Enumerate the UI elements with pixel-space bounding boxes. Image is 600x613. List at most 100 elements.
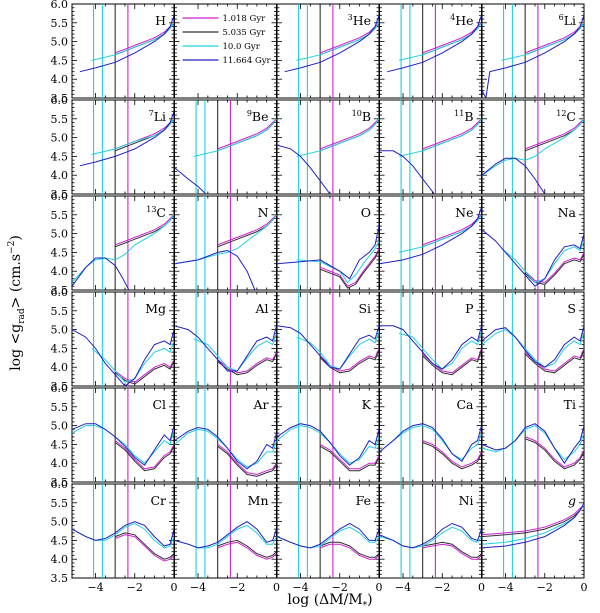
y-tick-label: 5.0 <box>51 36 69 49</box>
panel-label: Cl <box>152 397 166 412</box>
series-line <box>379 150 435 194</box>
panel-label: Fe <box>356 493 371 508</box>
series-line <box>422 350 482 376</box>
panel-label-isotope: 11 <box>454 109 464 118</box>
series-line <box>398 22 482 61</box>
panel-frame <box>481 483 585 579</box>
series-line <box>114 359 174 383</box>
panel-label: 11B <box>454 109 473 124</box>
panel-label-element: C <box>566 109 576 124</box>
series-line <box>217 444 277 476</box>
x-tick-label: 0 <box>376 581 383 594</box>
series-line <box>72 425 174 464</box>
series-line <box>277 425 379 464</box>
panel-13: Ne <box>379 195 482 291</box>
x-tick-label: 0 <box>171 581 178 594</box>
series-line <box>501 240 584 284</box>
panel-label-isotope: 13 <box>146 205 156 214</box>
y-axis-title-sub: rad <box>17 308 27 324</box>
x-tick-label: 0 <box>581 581 588 594</box>
panel-8: 11B <box>379 99 482 195</box>
y-tick-label: 4.5 <box>51 246 69 259</box>
series-line <box>217 353 277 376</box>
y-tick-label: 4.5 <box>51 534 69 547</box>
series-line <box>482 423 584 465</box>
legend-label: 5.035 Gyr <box>223 28 267 38</box>
panel-label: Ti <box>564 397 576 412</box>
series-group <box>379 325 482 376</box>
series-line <box>79 111 174 167</box>
series-line <box>482 157 546 194</box>
y-tick-label: 3.5 <box>51 572 69 585</box>
series-group <box>379 423 482 470</box>
series-line <box>277 325 379 370</box>
y-tick-label: 3.5 <box>51 188 69 201</box>
panel-label-element: He <box>353 13 371 28</box>
y-tick-label: 6.0 <box>51 0 69 11</box>
series-line <box>115 214 174 246</box>
series-line <box>482 504 584 545</box>
series-line <box>422 348 482 374</box>
y-tick-label: 5.5 <box>51 497 69 510</box>
panel-label: 12C <box>556 109 576 124</box>
series-group <box>174 214 277 290</box>
series-line <box>482 118 584 176</box>
series-line <box>217 445 277 477</box>
panel-5: 3.5 4.0 4.5 5.0 5.5 6.0 7Li <box>51 94 175 201</box>
series-line <box>320 541 379 558</box>
panel-label-element: He <box>455 13 473 28</box>
series-line <box>72 423 174 466</box>
panel-label-isotope: 4 <box>450 13 455 22</box>
panel-20: 3.5 4.0 4.5 5.0 5.5 6.0 Cl <box>51 382 175 489</box>
series-line <box>482 229 584 287</box>
series-group <box>277 423 379 472</box>
series-group <box>174 118 277 194</box>
series-line <box>174 426 277 470</box>
series-line <box>320 250 379 289</box>
series-line <box>379 425 482 461</box>
series-line <box>284 15 379 73</box>
panel-label: Si <box>358 301 371 316</box>
panel-label-isotope: 7 <box>149 109 154 118</box>
series-group <box>174 521 277 560</box>
panel-label: Ne <box>455 205 473 220</box>
series-line <box>320 118 379 150</box>
series-line <box>217 541 277 560</box>
series-line <box>524 350 584 374</box>
series-line <box>398 118 482 157</box>
x-tick-label: −4 <box>292 581 308 594</box>
y-tick-label: 6.0 <box>51 478 69 491</box>
panel-label: O <box>361 205 371 220</box>
series-group <box>72 521 174 562</box>
panel-label: 4He <box>450 13 473 28</box>
x-axis-title: log (ΔM/M*) <box>287 592 372 611</box>
series-group <box>277 225 379 289</box>
panel-label: N <box>258 205 269 220</box>
series-group <box>387 15 482 73</box>
y-tick-label: 5.5 <box>51 113 69 126</box>
y-tick-label: 4.0 <box>51 553 69 566</box>
series-line <box>174 249 256 290</box>
series-line <box>482 502 584 549</box>
panel-2: 3He <box>276 3 380 99</box>
panel-22: K <box>276 387 380 483</box>
panel-15: 3.5 4.0 4.5 5.0 5.5 6.0 Mg <box>51 286 175 393</box>
series-line <box>296 240 379 284</box>
panel-label: Mn <box>248 493 269 508</box>
panel-0: 3.5 4.0 4.5 5.0 5.5 6.0 H <box>51 0 175 105</box>
series-group <box>277 522 379 560</box>
panel-label: K <box>362 397 372 412</box>
panel-24: Ti <box>481 387 585 483</box>
panel-label: Ca <box>456 397 474 412</box>
y-tick-label: 5.5 <box>51 17 69 30</box>
y-tick-label: 6.0 <box>51 382 69 395</box>
panel-25: 3.5 4.0 4.5 5.0 5.5 6.0 −4 −2 0 Cr <box>51 478 178 594</box>
y-tick-label: 5.0 <box>51 420 69 433</box>
series-line <box>379 207 482 265</box>
panel-label: 9Be <box>247 109 269 124</box>
panel-11: N <box>174 195 277 291</box>
panel-12: O <box>276 195 380 291</box>
panel-label-isotope: 10 <box>352 109 362 118</box>
series-group <box>482 15 584 98</box>
x-axis-title-sub: * <box>363 601 368 611</box>
